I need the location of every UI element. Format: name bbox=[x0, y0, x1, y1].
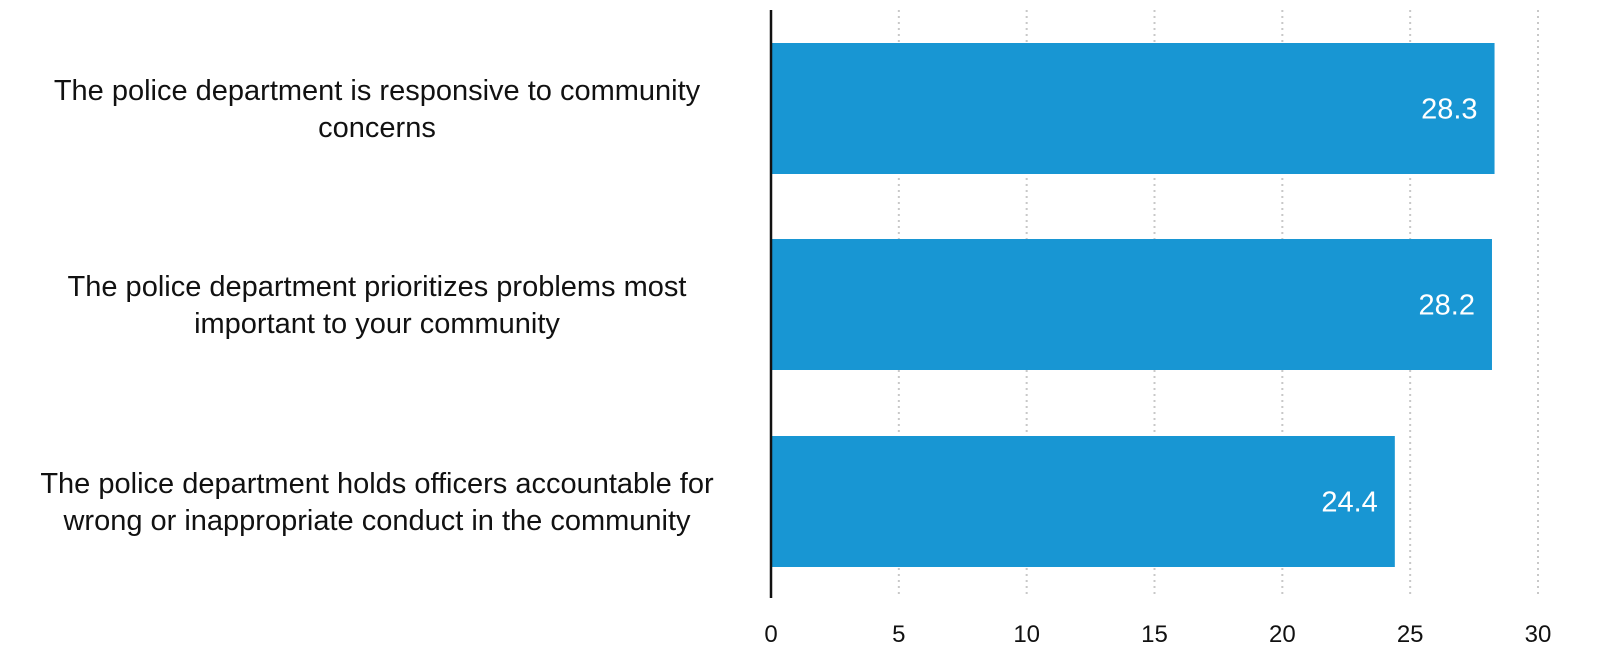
x-tick-label-20: 20 bbox=[1269, 621, 1296, 648]
x-tick-label-0: 0 bbox=[764, 621, 777, 648]
category-label-1-line-1: The police department is responsive to c… bbox=[54, 75, 701, 107]
category-label-1: The police department is responsive to c… bbox=[54, 75, 701, 144]
category-label-3-line-2: wrong or inappropriate conduct in the co… bbox=[62, 505, 691, 537]
category-label-2-line-2: important to your community bbox=[194, 308, 560, 340]
x-tick-label-25: 25 bbox=[1397, 621, 1424, 648]
data-label-1: 28.3 bbox=[1421, 94, 1477, 126]
bars: 28.3 28.2 24.4 bbox=[771, 43, 1495, 567]
data-label-2: 28.2 bbox=[1419, 290, 1475, 322]
category-label-2-line-1: The police department prioritizes proble… bbox=[68, 271, 687, 303]
bar-2 bbox=[771, 239, 1492, 370]
x-tick-label-10: 10 bbox=[1013, 621, 1040, 648]
category-label-2: The police department prioritizes proble… bbox=[68, 271, 687, 340]
x-tick-labels: 0 5 10 15 20 25 30 bbox=[764, 621, 1551, 648]
category-labels: The police department is responsive to c… bbox=[40, 75, 714, 537]
bar-1 bbox=[771, 43, 1495, 174]
x-tick-label-30: 30 bbox=[1525, 621, 1552, 648]
category-label-3-line-1: The police department holds officers acc… bbox=[40, 468, 714, 500]
bar-3 bbox=[771, 436, 1395, 567]
data-label-3: 24.4 bbox=[1321, 487, 1377, 519]
x-tick-label-15: 15 bbox=[1141, 621, 1168, 648]
category-label-1-line-2: concerns bbox=[318, 112, 436, 144]
x-tick-label-5: 5 bbox=[892, 621, 905, 648]
category-label-3: The police department holds officers acc… bbox=[40, 468, 714, 537]
